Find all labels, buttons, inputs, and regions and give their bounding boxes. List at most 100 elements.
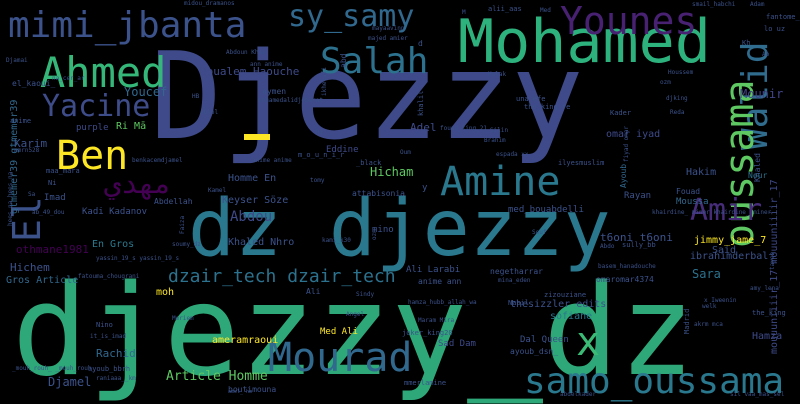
word-djamai: Djamai [6, 57, 28, 64]
word-mayaavinn: mayaavinn [372, 25, 405, 32]
word-ayoub: Ayoub [619, 163, 628, 188]
word-midou-dramanos: midou_dramanos [184, 0, 235, 7]
word-smail-habchi: ilyesmuslim [558, 159, 605, 167]
word-mohamedalidjebarat: na_cer_ar [52, 75, 85, 82]
word-purple: purple [76, 123, 109, 133]
word-the-king: anime [10, 117, 32, 125]
word-arabic-mahdi: مهدي [104, 167, 172, 200]
word-mohamed: Mohamed [458, 7, 711, 77]
word-med-ali: Med Ali [320, 327, 358, 337]
word-nour: Nour [748, 171, 768, 180]
word-djamel: Djamel [48, 375, 92, 389]
word-attabisonia: majed amier [368, 35, 408, 42]
word-ozm-2: amy_lena [750, 285, 779, 292]
word-othmane1981: othmane1981 [16, 243, 89, 256]
word-med-bouabdelli: attabisonia [352, 189, 405, 198]
word-dzair-tech: dzair_tech dzair_tech [168, 266, 396, 287]
word-ab: Kh [742, 39, 751, 47]
word-maa-mara: fatouma_chougrani [78, 273, 140, 280]
word-ozm: Reda [670, 109, 685, 116]
word-kh: lo uz [764, 25, 786, 33]
word-the-king-fe: the_king fe [524, 103, 571, 111]
word-silin: Ablel [200, 109, 219, 116]
word-ilyesmuslim: espada xx [496, 151, 529, 158]
word-hichem: Hichem [10, 261, 50, 274]
word-una-efe: una_efe [516, 95, 546, 103]
word-sil-vaa-mas-sel: welk [702, 303, 717, 310]
word-ali: hamza_hubb_allah_wa [408, 299, 477, 306]
word-adel: Adel [410, 121, 437, 134]
word-aymen: aymen [262, 87, 287, 96]
word-fouad-king-21: fouad_king_21 [440, 125, 487, 132]
word-karim: Karim [14, 137, 48, 150]
word-na-cer-ar: Ni [48, 179, 57, 187]
word-ibrahimderbal: ibrahimderbal [690, 251, 769, 262]
word-fantome-ee: Adam [750, 1, 765, 8]
word-black: abd [339, 53, 348, 68]
djezzy-underscore [244, 134, 270, 140]
word-salah: Salah [320, 41, 429, 82]
word-ri-ma: Ri Mā [116, 121, 147, 132]
word-rayan: Rayan [624, 191, 652, 201]
word-d: y [422, 183, 428, 193]
word-sara: Sara [692, 267, 721, 281]
word-abdoun-khan: Abdoun Khan [226, 49, 266, 56]
word-m-upper: Med [540, 7, 551, 14]
word-yassin-19-s: med_bouabdelli [508, 205, 584, 215]
word-oum: Ri [316, 129, 324, 136]
word-djking: Ab [762, 51, 770, 58]
word-hb: M [462, 9, 466, 16]
word-ayoub-dsn: ayoub_dsn_ [510, 347, 559, 356]
word-fouad: Fouad [676, 187, 701, 196]
word-maram-mira: joker_king20 [402, 329, 453, 337]
word-hees-na: _mouh_rouh_ _mouh_rouh_ [12, 365, 96, 372]
word-sully-bb: sully_bb [622, 241, 656, 249]
word-espada-xx: Brahim [484, 137, 506, 144]
word-sa: ab_49_dou [32, 209, 65, 216]
word-el-kaoui: el_kaoui_ [12, 79, 56, 88]
word-ab-49-dou: mmrn528 [14, 147, 40, 154]
word-hamza: Hamza [752, 331, 783, 342]
word-x-iweenin: basem_hanadouche [598, 263, 656, 270]
word-madrid: Madrid [683, 308, 691, 334]
word-adam: smail_habchi [692, 1, 736, 8]
word-yacine: Yacine [42, 89, 151, 124]
word-m: d [418, 39, 423, 48]
word-welk: mina_eden [498, 277, 531, 284]
word-fiyad-omar: khalil [417, 90, 425, 116]
word-alii-aas: alii_aas [488, 5, 522, 13]
word-samo-oussama: samo_oussama [524, 361, 785, 402]
word-joker-king20: Angel [346, 311, 365, 318]
word-soumy-dz: yassin_19_s yassin_19_s [96, 255, 180, 262]
word-amy-lena: fiyad omar [623, 125, 630, 162]
word-khairdine-miner: Malak [488, 71, 507, 78]
word-amir: Amir [690, 193, 763, 228]
word-akrm-mca: x Iweenin [704, 297, 737, 304]
word-kadi-kadanov: Kadi Kadanov [82, 207, 148, 217]
word-gros-article: Gros Article [6, 275, 79, 286]
word-youcef: Youcef [124, 85, 168, 99]
word-said: Said [712, 245, 737, 256]
word-omar-iyad: omar iyad [606, 129, 661, 140]
word-nino: Maram Mira [418, 317, 455, 324]
word-thesizzler-edits: thesizzler edits [510, 299, 607, 310]
word-boualem-haouche: Boualem Haouche [200, 65, 300, 78]
word-boutimouna: ayoub_bbrh [88, 365, 131, 373]
word-eddine: Eddine [326, 145, 359, 155]
word-abdou: Abdou [230, 209, 273, 225]
word-amel-hm: boutimouna [228, 385, 277, 394]
word-abdo: tayeb [769, 251, 776, 270]
word-dal-queen: Dal Queen [520, 335, 569, 345]
word-djezzy: Djezzy [150, 28, 584, 167]
word-kamel: _black [356, 159, 382, 167]
word-mino: Sindy [356, 291, 375, 298]
word-anime: tomy [310, 177, 325, 184]
word-rachid: Rachid [96, 347, 136, 360]
word-faiza: soumy_dz_ [172, 241, 205, 248]
word-malak: Houssem [668, 69, 694, 76]
word-majed-amier: ikhelafi [321, 67, 328, 96]
word-ameramraoui: ameramraoui [212, 335, 279, 346]
word-ali-larabi: Ali Larabi [406, 265, 461, 275]
word-djezzy-dz: djezzy_dz [12, 257, 695, 404]
word-ri: the_king [752, 309, 786, 317]
